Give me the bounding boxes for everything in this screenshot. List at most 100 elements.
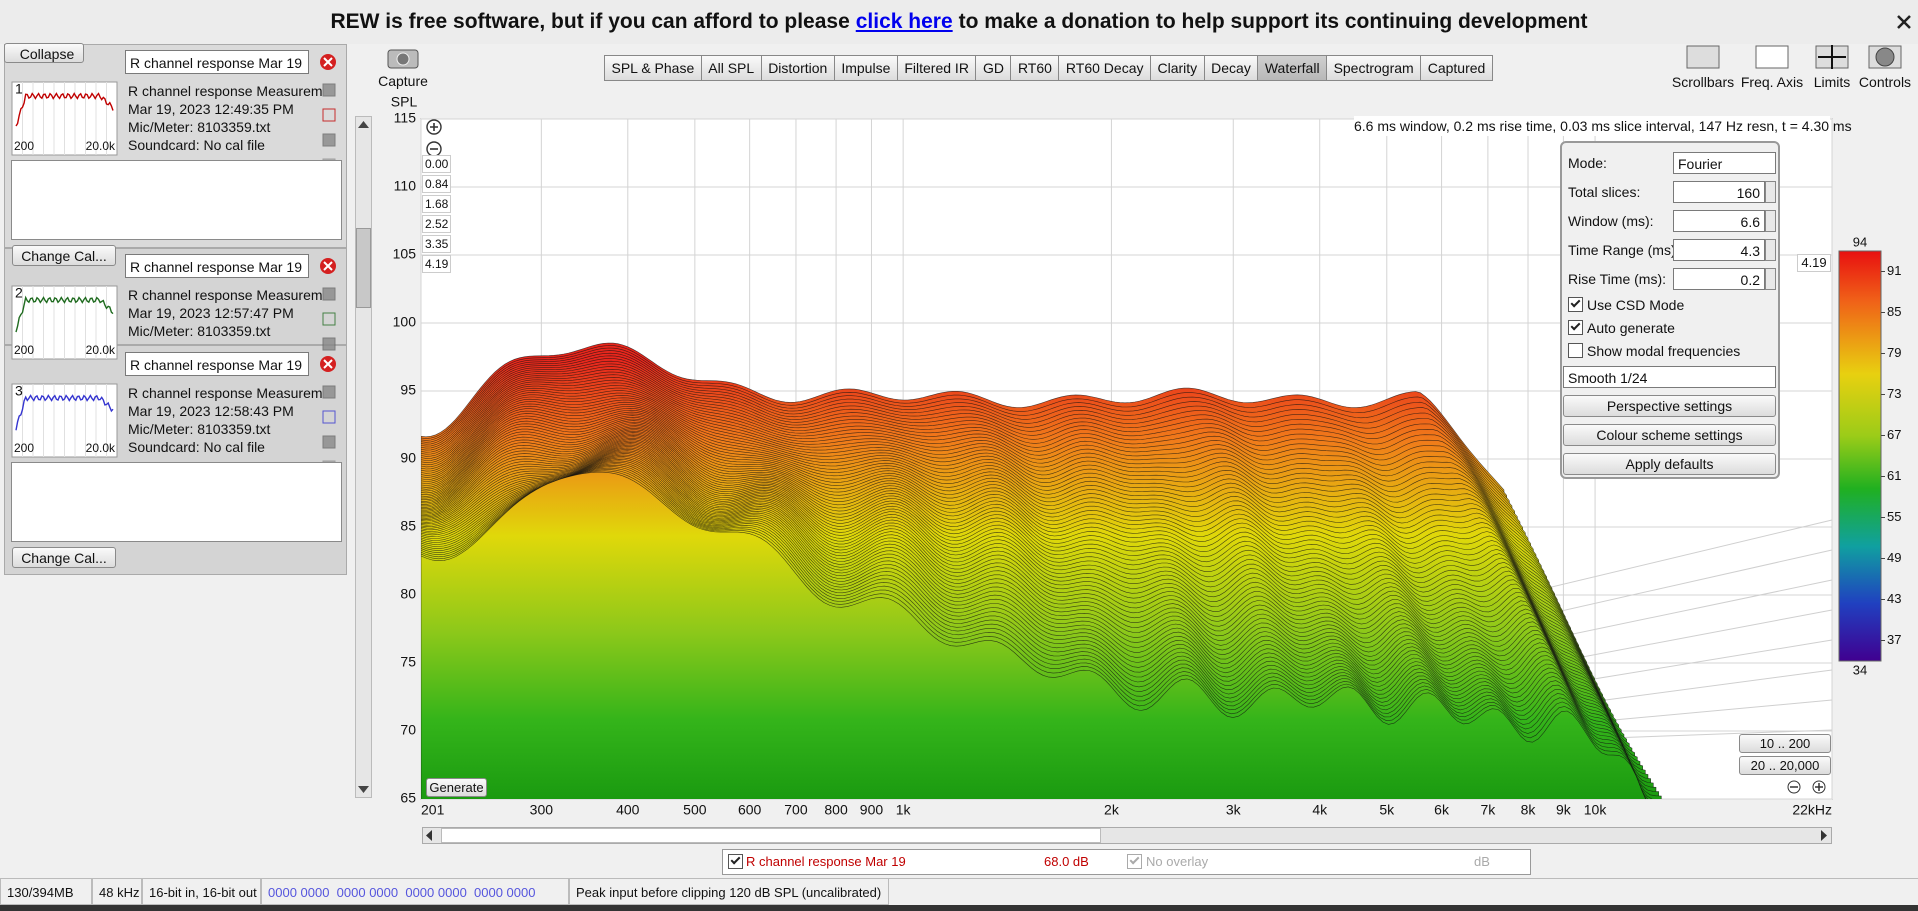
checkbox[interactable]	[1568, 297, 1583, 312]
banner	[0, 0, 1918, 44]
collapse-button[interactable]: Collapse	[4, 43, 84, 63]
y-tick-label: 95	[400, 382, 416, 398]
x-tick-label: 300	[530, 802, 554, 818]
tab[interactable]: Spectrogram	[1326, 55, 1422, 81]
waterfall-slice	[421, 379, 1542, 799]
time-label: 2.52	[422, 215, 451, 233]
measurement-name-input[interactable]: R channel response Mar 19	[125, 50, 309, 74]
time-label: 1.68	[422, 195, 451, 213]
tab[interactable]: RT60	[1010, 55, 1060, 81]
change-cal-button[interactable]: Change Cal...	[12, 547, 116, 568]
status-segment: 130/394MB	[0, 878, 92, 905]
info-text: 6.6 ms window, 0.2 ms rise time, 0.03 ms…	[1354, 116, 1852, 136]
tab[interactable]: Captured	[1420, 55, 1493, 81]
measurement-name-input[interactable]: R channel response Mar 19	[125, 352, 309, 376]
checkbox[interactable]	[1568, 343, 1583, 358]
tab[interactable]: All SPL	[700, 55, 762, 81]
waterfall-slice	[421, 456, 1660, 799]
x-tick-label: 900	[860, 802, 884, 818]
y-tick-label: 65	[400, 790, 416, 806]
waterfall-slice	[421, 390, 1553, 799]
mode-select[interactable]: Fourier	[1673, 152, 1776, 174]
y-tick-label: 90	[400, 450, 416, 466]
measurement-title: R channel response Measurem	[128, 385, 323, 401]
waterfall-slice	[421, 355, 1518, 799]
tab[interactable]: RT60 Decay	[1058, 55, 1151, 81]
range-button[interactable]: 10 .. 200	[1739, 734, 1831, 753]
x-tick-label: 2k	[1104, 802, 1120, 818]
checkbox[interactable]	[1127, 854, 1142, 869]
waterfall-slice	[421, 377, 1540, 799]
waterfall-slice	[421, 458, 1653, 799]
colour-tick-label: 49	[1887, 550, 1901, 565]
capture-lens	[396, 52, 410, 66]
colour-scale-end-label: 94	[1853, 234, 1867, 249]
waterfall-slice	[421, 418, 1590, 799]
panel-button[interactable]: Colour scheme settings	[1563, 424, 1776, 446]
y-tick-label: 85	[400, 518, 416, 534]
range-button[interactable]: 20 .. 20,000	[1739, 756, 1831, 775]
panel-button[interactable]: Perspective settings	[1563, 395, 1776, 417]
field-label: Window (ms):	[1568, 213, 1654, 229]
waterfall-slice	[421, 460, 1649, 799]
status-segment: 0000 0000 0000 0000 0000 0000 0000 0000	[261, 878, 569, 905]
colour-tick-label: 43	[1887, 591, 1901, 606]
field-label: Total slices:	[1568, 184, 1641, 200]
spinner[interactable]	[1765, 268, 1776, 290]
tab[interactable]: Filtered IR	[896, 55, 977, 81]
field-input[interactable]: 6.6	[1673, 210, 1765, 232]
measurement-title: R channel response Measurem	[128, 83, 323, 99]
donation-link[interactable]: click here	[855, 10, 953, 33]
change-cal-button[interactable]: Change Cal...	[12, 245, 116, 266]
measurement-name-input[interactable]: R channel response Mar 19	[125, 254, 309, 278]
floor-line	[1489, 639, 1833, 697]
smoothing-select[interactable]: Smooth 1/24	[1563, 366, 1776, 388]
generate-button[interactable]: Generate	[426, 778, 487, 797]
legend-name: R channel response Mar 19	[746, 854, 906, 869]
measurement-date: Mar 19, 2023 12:57:47 PM	[128, 305, 294, 321]
tab[interactable]: Waterfall	[1257, 55, 1328, 81]
legend-bar	[722, 849, 1531, 875]
colour-tick-label: 91	[1887, 263, 1901, 278]
tab[interactable]: SPL & Phase	[604, 55, 702, 81]
waterfall-slice	[421, 347, 1510, 799]
tab[interactable]: GD	[975, 55, 1012, 81]
waterfall-slice	[421, 467, 1645, 799]
y-tick-label: 115	[394, 110, 417, 126]
colour-bar	[1838, 250, 1882, 662]
x-tick-label: 1k	[896, 802, 912, 818]
waterfall-slice	[421, 451, 1652, 799]
tab[interactable]: Decay	[1203, 55, 1259, 81]
capture-icon	[387, 49, 419, 69]
spinner[interactable]	[1765, 210, 1776, 232]
check-mark	[730, 854, 741, 865]
tool-icon-gear	[1875, 47, 1895, 67]
waterfall-slice	[421, 453, 1654, 799]
tab[interactable]: Distortion	[760, 55, 835, 81]
checkbox-label: Auto generate	[1587, 320, 1675, 336]
field-input[interactable]: 4.3	[1673, 239, 1765, 261]
check-mark	[1570, 297, 1581, 308]
status-segment: 48 kHz	[92, 878, 142, 905]
waterfall-slice	[421, 437, 1625, 799]
waterfall-slice	[421, 450, 1649, 799]
v-scroll-thumb	[356, 228, 371, 308]
x-tick-label: 4k	[1312, 802, 1328, 818]
measurement-soundcard: Soundcard: No cal file	[128, 137, 265, 153]
waterfall-slice	[421, 352, 1516, 799]
tab[interactable]: Clarity	[1149, 55, 1205, 81]
waterfall-slice	[421, 466, 1646, 799]
field-input[interactable]: 160	[1673, 181, 1765, 203]
checkbox[interactable]	[1568, 320, 1583, 335]
spinner[interactable]	[1765, 239, 1776, 261]
time-label: 4.19	[422, 255, 451, 273]
tab[interactable]: Impulse	[833, 55, 898, 81]
colour-tick-label: 79	[1887, 345, 1901, 360]
spinner[interactable]	[1765, 181, 1776, 203]
floor-line	[1409, 579, 1833, 669]
waterfall-slice	[421, 399, 1564, 799]
panel-button[interactable]: Apply defaults	[1563, 453, 1776, 475]
checkbox[interactable]	[728, 854, 743, 869]
banner-text-end: to make a donation to help support its c…	[958, 10, 1588, 33]
field-input[interactable]: 0.2	[1673, 268, 1765, 290]
